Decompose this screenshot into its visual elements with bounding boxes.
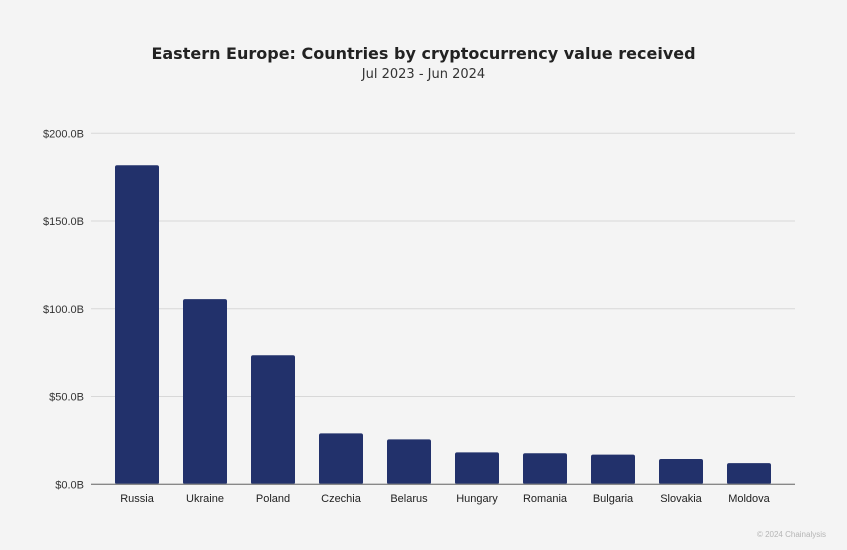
- bar-poland: [251, 355, 295, 485]
- x-tick-label: Hungary: [456, 493, 498, 505]
- bar-belarus: [387, 439, 431, 485]
- chart-subtitle: Jul 2023 - Jun 2024: [361, 67, 486, 82]
- bar-bulgaria: [591, 454, 635, 485]
- x-tick-label: Bulgaria: [593, 493, 634, 505]
- x-tick-label: Czechia: [321, 493, 362, 505]
- x-tick-label: Moldova: [728, 493, 770, 505]
- x-tick-label: Ukraine: [186, 493, 224, 505]
- chart-title: Eastern Europe: Countries by cryptocurre…: [151, 44, 696, 63]
- copyright-footer: © 2024 Chainalysis: [756, 530, 826, 539]
- bar-ukraine: [183, 299, 227, 485]
- bar-moldova: [727, 463, 771, 485]
- y-tick-label: $0.0B: [55, 479, 84, 491]
- bar-romania: [523, 453, 567, 485]
- bar-czechia: [319, 433, 363, 485]
- x-tick-label: Romania: [523, 493, 568, 505]
- x-tick-label: Belarus: [390, 493, 428, 505]
- x-tick-label: Slovakia: [660, 493, 702, 505]
- y-tick-label: $200.0B: [43, 128, 84, 140]
- y-tick-label: $50.0B: [49, 392, 84, 404]
- x-tick-label: Poland: [256, 493, 290, 505]
- y-tick-label: $100.0B: [43, 304, 84, 316]
- x-tick-label: Russia: [120, 493, 155, 505]
- bar-hungary: [455, 452, 499, 485]
- bar-russia: [115, 165, 159, 485]
- y-tick-label: $150.0B: [43, 216, 84, 228]
- bar-slovakia: [659, 459, 703, 485]
